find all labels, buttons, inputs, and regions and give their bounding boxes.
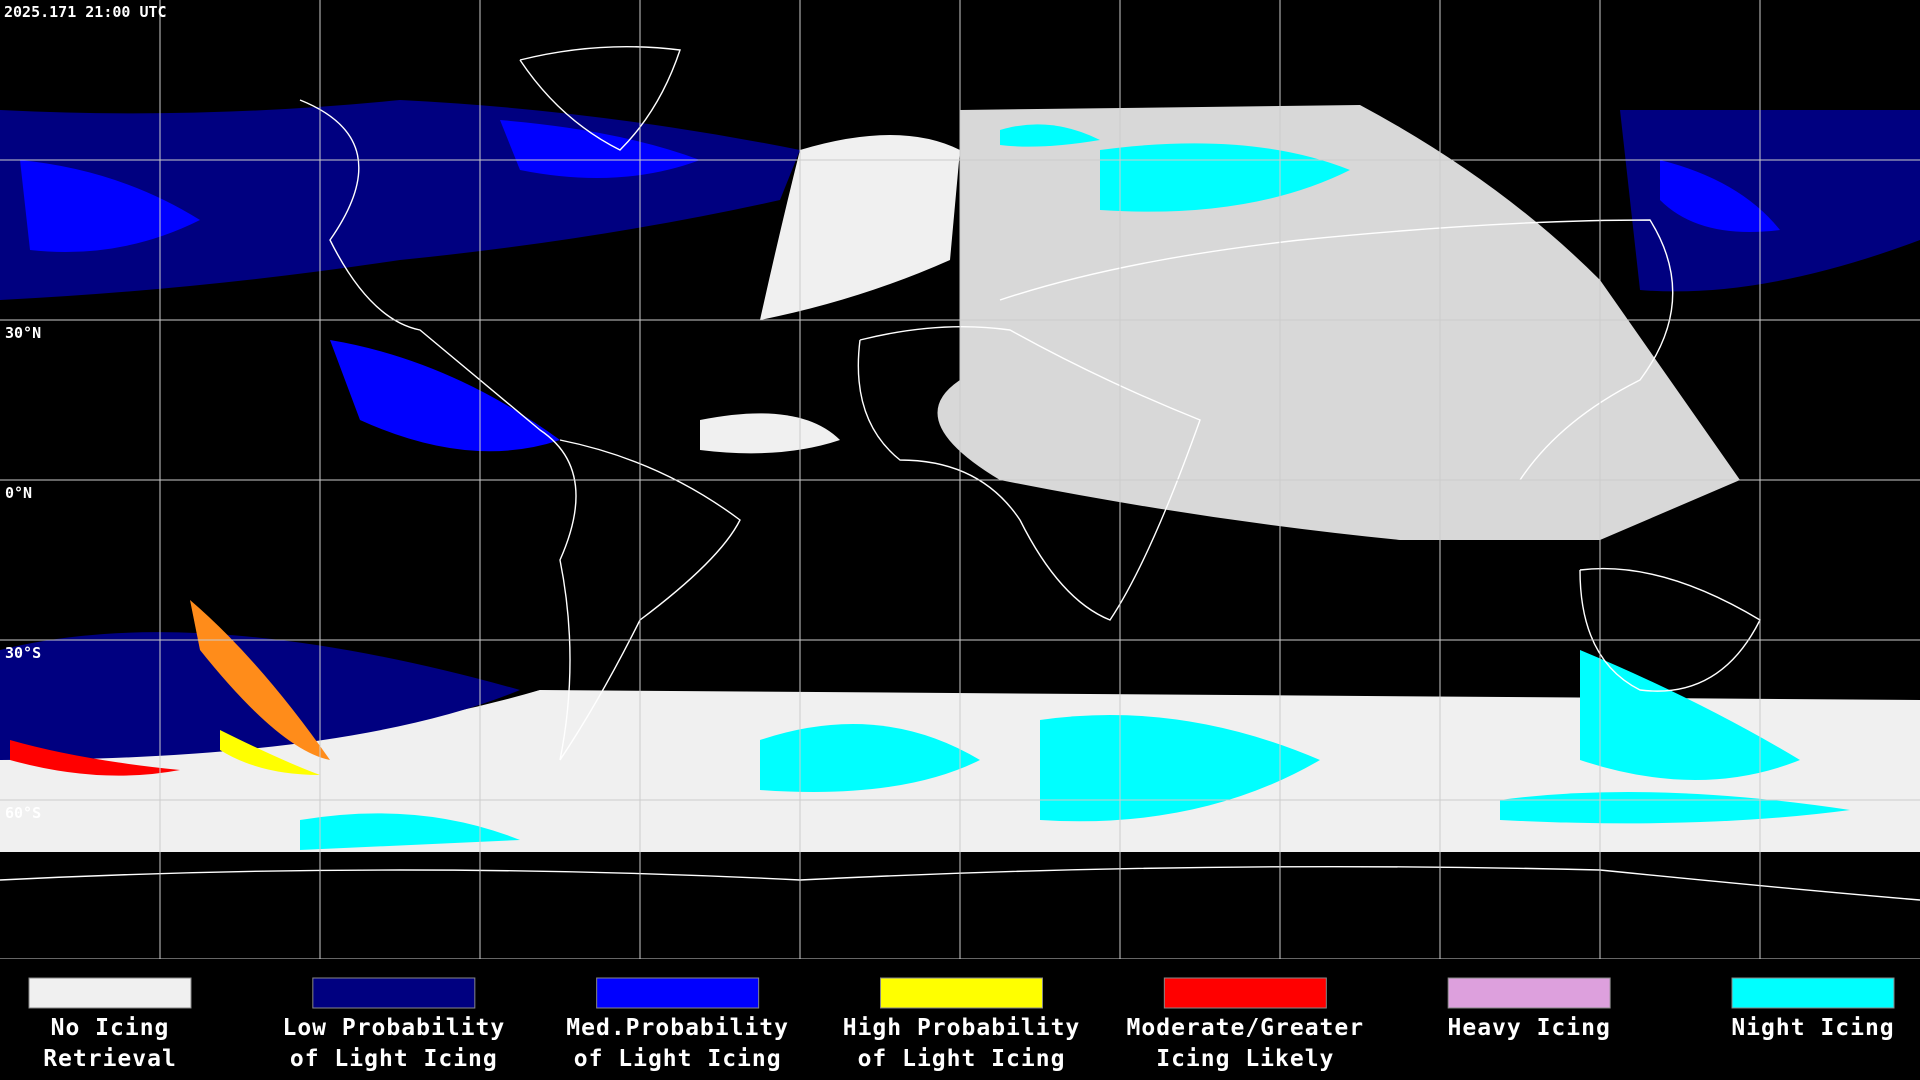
legend-swatch <box>1447 977 1611 1009</box>
legend-label: Retrieval <box>43 1046 177 1072</box>
icing-area <box>1620 110 1920 292</box>
legend-swatch <box>596 977 760 1009</box>
legend-swatch <box>28 977 192 1009</box>
night-icing-area <box>760 724 980 792</box>
night-icing-area <box>1040 715 1320 822</box>
legend-label: Low Probability <box>282 1015 505 1041</box>
icing-area <box>500 120 700 178</box>
coastline <box>999 219 1674 481</box>
timestamp: 2025.171 21:00 UTC <box>4 3 167 21</box>
legend-label: of Light Icing <box>290 1046 498 1072</box>
coastline <box>1579 567 1761 692</box>
cloud-area <box>760 135 960 320</box>
coastlines <box>0 45 1920 901</box>
legend-label: High Probability <box>843 1015 1081 1041</box>
icing-area <box>20 160 200 252</box>
night-icing-area <box>300 813 520 850</box>
latitude-label: 30°S <box>5 644 41 662</box>
coastline <box>519 45 681 151</box>
coastline <box>299 99 741 761</box>
icing-area <box>220 730 320 775</box>
icing-area <box>1660 160 1780 232</box>
legend-label: Night Icing <box>1731 1015 1894 1041</box>
legend-swatch <box>880 977 1043 1009</box>
legend-swatch <box>312 977 476 1009</box>
icing-area <box>10 740 180 776</box>
latitude-label: 60°S <box>5 804 41 822</box>
night-icing-area <box>1000 124 1100 147</box>
legend-label: of Light Icing <box>574 1046 782 1072</box>
cloud-area <box>700 413 840 454</box>
legend-label: No Icing <box>51 1015 170 1041</box>
legend-swatch <box>1163 977 1327 1009</box>
legend-label: Icing Likely <box>1156 1046 1334 1072</box>
latitude-label: 0°N <box>5 484 32 502</box>
cloud-band <box>0 690 540 852</box>
latitude-label: 30°N <box>5 324 41 342</box>
legend-label: Moderate/Greater <box>1127 1015 1365 1041</box>
coastline <box>857 325 1201 621</box>
legend-swatch <box>1731 977 1895 1009</box>
icing-area <box>330 340 560 452</box>
legend-label: Heavy Icing <box>1448 1015 1611 1041</box>
legend-label: Med.Probability <box>566 1015 789 1041</box>
coastline <box>0 865 1920 901</box>
cloud-area <box>937 105 1740 540</box>
legend: No Icing Retrieval Low Probability of Light… <box>28 977 1895 1072</box>
legend-label: of Light Icing <box>858 1046 1066 1072</box>
night-icing-area <box>1580 650 1800 780</box>
